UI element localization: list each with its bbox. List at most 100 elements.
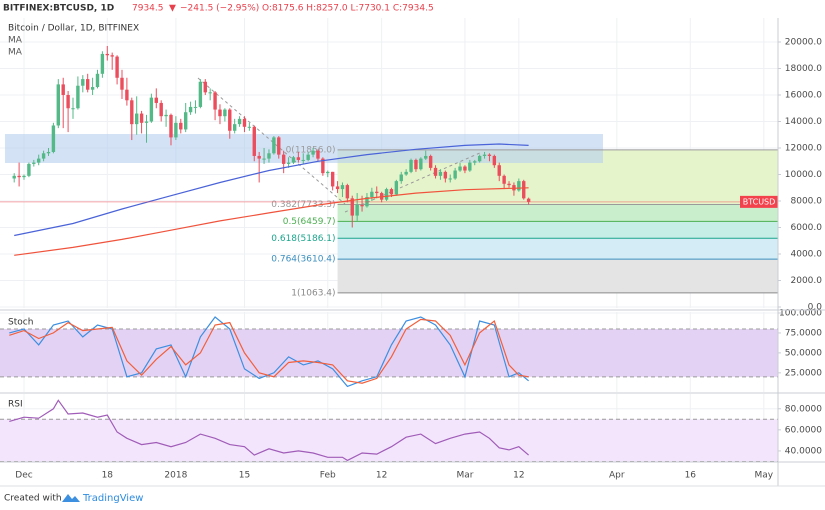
candle-body bbox=[203, 81, 207, 93]
x-tick-label: Mar bbox=[456, 471, 473, 481]
candle-body bbox=[296, 157, 301, 160]
candle-body bbox=[389, 189, 394, 195]
candle-body bbox=[463, 166, 467, 171]
candle-body bbox=[502, 175, 506, 184]
candle-body bbox=[61, 84, 65, 95]
y-tick-label: 4000.0 bbox=[791, 250, 823, 260]
candle-body bbox=[188, 106, 193, 113]
candle-body bbox=[208, 92, 212, 94]
candle-body bbox=[247, 126, 252, 128]
x-tick-label: 18 bbox=[102, 471, 114, 481]
candle-body bbox=[492, 155, 497, 166]
candle-body bbox=[237, 118, 242, 125]
candle-body bbox=[409, 159, 413, 172]
candle-body bbox=[159, 102, 163, 117]
candle-body bbox=[228, 109, 232, 131]
candle-body bbox=[517, 181, 521, 191]
last-price: 7934.5 bbox=[132, 4, 164, 14]
candle-body bbox=[482, 154, 487, 156]
candle-body bbox=[507, 183, 511, 186]
x-tick-label: Dec bbox=[15, 471, 32, 481]
y-tick-label: 100.0000 bbox=[779, 308, 822, 318]
candle-body bbox=[301, 159, 305, 161]
y-tick-label: 80.0000 bbox=[785, 404, 822, 414]
candle-body bbox=[105, 53, 109, 56]
y-tick-label: 10000.0 bbox=[785, 170, 822, 180]
candle-body bbox=[100, 53, 105, 74]
candle-body bbox=[223, 109, 227, 117]
footer-brand[interactable]: TradingView bbox=[82, 493, 143, 504]
fib-zone bbox=[337, 204, 778, 222]
legend-entry: MA bbox=[8, 36, 23, 46]
candle-body bbox=[340, 185, 345, 190]
candle-body bbox=[232, 124, 237, 131]
candle-body bbox=[139, 113, 144, 123]
candle-body bbox=[448, 178, 452, 180]
ohlc: O:8175.6 H:8257.0 L:7730.1 C:7934.5 bbox=[262, 4, 434, 14]
candle-body bbox=[66, 94, 70, 109]
candle-body bbox=[144, 121, 149, 123]
y-tick-label: 2000.0 bbox=[791, 276, 823, 286]
candle-body bbox=[360, 204, 364, 207]
y-tick-label: 20000.0 bbox=[785, 37, 822, 47]
candle-body bbox=[46, 151, 51, 154]
candle-body bbox=[110, 55, 114, 57]
candle-body bbox=[130, 100, 134, 125]
candle-body bbox=[22, 175, 26, 178]
candle-body bbox=[365, 197, 369, 207]
y-tick-label: 50.0000 bbox=[785, 348, 822, 358]
candle-body bbox=[277, 137, 281, 155]
candle-body bbox=[375, 191, 379, 194]
trend-line bbox=[197, 77, 346, 205]
candle-body bbox=[56, 84, 61, 126]
candle-body bbox=[267, 153, 271, 159]
change-arrow: ▼ bbox=[169, 4, 176, 14]
candle-body bbox=[183, 112, 188, 130]
candle-body bbox=[169, 114, 173, 138]
candle-body bbox=[71, 108, 75, 110]
y-tick-label: 6000.0 bbox=[791, 223, 823, 233]
candle-body bbox=[453, 170, 457, 179]
fib-label: 0(11856.0) bbox=[286, 145, 336, 155]
candle-body bbox=[414, 159, 418, 170]
candle-body bbox=[443, 171, 448, 179]
x-tick-label: May bbox=[754, 471, 773, 481]
candle-body bbox=[384, 189, 389, 200]
x-tick-label: 15 bbox=[239, 471, 250, 481]
candle-body bbox=[335, 186, 340, 190]
resistance-zone bbox=[5, 134, 603, 163]
price-label-box bbox=[740, 195, 778, 208]
fib-zone bbox=[337, 238, 778, 260]
candle-body bbox=[306, 154, 310, 160]
candle-body bbox=[76, 85, 80, 109]
candle-body bbox=[345, 185, 350, 199]
candle-body bbox=[526, 198, 531, 202]
price-label: BTCUSD bbox=[743, 197, 776, 206]
moving-average bbox=[14, 187, 529, 256]
fib-label: 1(1063.4) bbox=[291, 288, 335, 298]
candle-body bbox=[179, 122, 183, 130]
candle-body bbox=[394, 181, 399, 195]
candle-body bbox=[291, 157, 296, 163]
candle-body bbox=[458, 166, 462, 171]
y-tick-label: 25.0000 bbox=[785, 368, 822, 378]
symbol: BITFINEX:BTCUSD, 1D bbox=[3, 4, 114, 14]
candle-body bbox=[321, 158, 325, 174]
candle-body bbox=[424, 155, 428, 159]
y-tick-label: 0.0 bbox=[808, 303, 823, 313]
candle-body bbox=[41, 153, 46, 159]
x-tick-label: 2018 bbox=[164, 471, 187, 481]
fib-label: 0.764(3610.4) bbox=[271, 255, 335, 265]
band bbox=[0, 328, 778, 377]
candle-body bbox=[316, 150, 320, 159]
candle-body bbox=[213, 92, 217, 110]
x-tick-label: 12 bbox=[376, 471, 387, 481]
candle-body bbox=[37, 158, 41, 163]
candle-body bbox=[281, 154, 286, 164]
y-tick-label: 16000.0 bbox=[785, 90, 822, 100]
candle-body bbox=[32, 162, 36, 164]
candle-body bbox=[85, 79, 90, 90]
change: −241.5 (−2.95%) bbox=[180, 4, 259, 14]
candle-body bbox=[51, 125, 56, 152]
